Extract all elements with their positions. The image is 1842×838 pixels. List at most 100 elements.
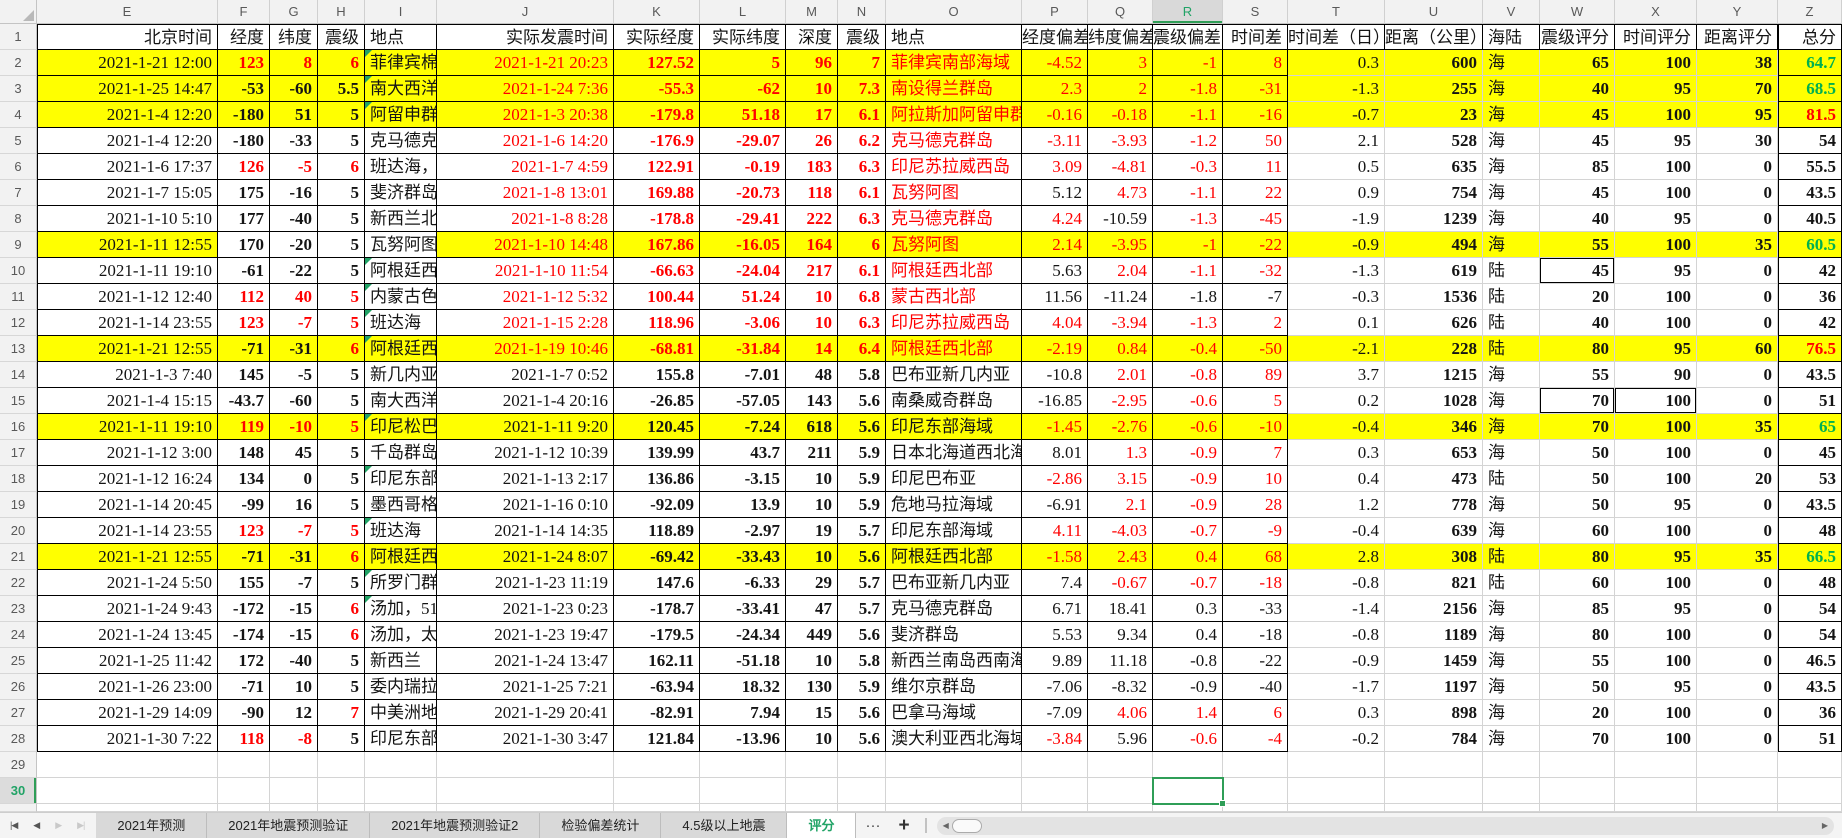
cell-Q21[interactable]: 2.43 — [1088, 544, 1153, 570]
cell-S17[interactable]: 7 — [1223, 440, 1288, 466]
cell-Z2[interactable]: 64.7 — [1778, 50, 1842, 76]
cell-V10[interactable]: 陆 — [1483, 258, 1540, 284]
cell-O31[interactable] — [886, 804, 1022, 812]
cell-F31[interactable] — [218, 804, 270, 812]
cell-V22[interactable]: 陆 — [1483, 570, 1540, 596]
cell-K26[interactable]: -63.94 — [614, 674, 700, 700]
cell-O23[interactable]: 克马德克群岛 — [886, 596, 1022, 622]
cell-E7[interactable]: 2021-1-7 15:05 — [37, 180, 218, 206]
cell-Q5[interactable]: -3.93 — [1088, 128, 1153, 154]
cell-V16[interactable]: 海 — [1483, 414, 1540, 440]
cell-T24[interactable]: -0.8 — [1288, 622, 1385, 648]
cell-U21[interactable]: 308 — [1385, 544, 1483, 570]
cell-K15[interactable]: -26.85 — [614, 388, 700, 414]
col-header-P[interactable]: P — [1022, 0, 1088, 24]
cell-F4[interactable]: -180 — [218, 102, 270, 128]
cell-U25[interactable]: 1459 — [1385, 648, 1483, 674]
cell-L12[interactable]: -3.06 — [700, 310, 786, 336]
cell-Q10[interactable]: 2.04 — [1088, 258, 1153, 284]
cell-P3[interactable]: 2.3 — [1022, 76, 1088, 102]
cell-Z5[interactable]: 54 — [1778, 128, 1842, 154]
cell-E22[interactable]: 2021-1-24 5:50 — [37, 570, 218, 596]
cell-N15[interactable]: 5.6 — [838, 388, 886, 414]
cell-O22[interactable]: 巴布亚新几内亚 — [886, 570, 1022, 596]
cell-X4[interactable]: 100 — [1615, 102, 1697, 128]
cell-K10[interactable]: -66.63 — [614, 258, 700, 284]
cell-Q22[interactable]: -0.67 — [1088, 570, 1153, 596]
row-header-7[interactable]: 7 — [0, 180, 37, 206]
row-header-17[interactable]: 17 — [0, 440, 37, 466]
cell-U27[interactable]: 898 — [1385, 700, 1483, 726]
cell-F2[interactable]: 123 — [218, 50, 270, 76]
cell-M14[interactable]: 48 — [786, 362, 838, 388]
cell-K3[interactable]: -55.3 — [614, 76, 700, 102]
cell-V25[interactable]: 海 — [1483, 648, 1540, 674]
cell-G1[interactable]: 纬度 — [270, 24, 318, 50]
cell-T1[interactable]: 时间差（日） — [1288, 24, 1385, 50]
cell-X25[interactable]: 100 — [1615, 648, 1697, 674]
cell-P29[interactable] — [1022, 752, 1088, 778]
cell-N1[interactable]: 震级 — [838, 24, 886, 50]
cell-S27[interactable]: 6 — [1223, 700, 1288, 726]
cell-I31[interactable] — [365, 804, 437, 812]
cell-V1[interactable]: 海陆 — [1483, 24, 1540, 50]
cell-G23[interactable]: -15 — [270, 596, 318, 622]
cell-Q23[interactable]: 18.41 — [1088, 596, 1153, 622]
cell-Y28[interactable]: 0 — [1697, 726, 1778, 752]
cell-Z24[interactable]: 54 — [1778, 622, 1842, 648]
cell-X27[interactable]: 100 — [1615, 700, 1697, 726]
cell-Z19[interactable]: 43.5 — [1778, 492, 1842, 518]
col-header-Z[interactable]: Z — [1778, 0, 1842, 24]
cell-F9[interactable]: 170 — [218, 232, 270, 258]
cell-P7[interactable]: 5.12 — [1022, 180, 1088, 206]
cell-M10[interactable]: 217 — [786, 258, 838, 284]
cell-U22[interactable]: 821 — [1385, 570, 1483, 596]
cell-F19[interactable]: -99 — [218, 492, 270, 518]
cell-G22[interactable]: -7 — [270, 570, 318, 596]
cell-G18[interactable]: 0 — [270, 466, 318, 492]
cell-R15[interactable]: -0.6 — [1153, 388, 1223, 414]
cell-N14[interactable]: 5.8 — [838, 362, 886, 388]
cell-S26[interactable]: -40 — [1223, 674, 1288, 700]
cell-W17[interactable]: 50 — [1540, 440, 1615, 466]
cell-S14[interactable]: 89 — [1223, 362, 1288, 388]
cell-F26[interactable]: -71 — [218, 674, 270, 700]
cell-S22[interactable]: -18 — [1223, 570, 1288, 596]
cell-X31[interactable] — [1615, 804, 1697, 812]
cell-Y22[interactable]: 0 — [1697, 570, 1778, 596]
cell-L21[interactable]: -33.43 — [700, 544, 786, 570]
cell-Z6[interactable]: 55.5 — [1778, 154, 1842, 180]
cell-W9[interactable]: 55 — [1540, 232, 1615, 258]
row-header-12[interactable]: 12 — [0, 310, 37, 336]
cell-H24[interactable]: 6 — [318, 622, 365, 648]
cell-I27[interactable]: 中美洲地 — [365, 700, 437, 726]
cell-W14[interactable]: 55 — [1540, 362, 1615, 388]
cell-P15[interactable]: -16.85 — [1022, 388, 1088, 414]
cell-I25[interactable]: 新西兰 — [365, 648, 437, 674]
cell-M9[interactable]: 164 — [786, 232, 838, 258]
cell-U20[interactable]: 639 — [1385, 518, 1483, 544]
cell-I29[interactable] — [365, 752, 437, 778]
cell-I7[interactable]: 斐济群岛 — [365, 180, 437, 206]
cell-O16[interactable]: 印尼东部海域 — [886, 414, 1022, 440]
cell-X30[interactable] — [1615, 778, 1697, 804]
cell-T27[interactable]: 0.3 — [1288, 700, 1385, 726]
cell-R19[interactable]: -0.9 — [1153, 492, 1223, 518]
cell-Y15[interactable]: 0 — [1697, 388, 1778, 414]
row-header-21[interactable]: 21 — [0, 544, 37, 570]
cell-J4[interactable]: 2021-1-3 20:38 — [437, 102, 614, 128]
cell-X22[interactable]: 100 — [1615, 570, 1697, 596]
cell-G6[interactable]: -5 — [270, 154, 318, 180]
cell-H3[interactable]: 5.5 — [318, 76, 365, 102]
cell-Z7[interactable]: 43.5 — [1778, 180, 1842, 206]
cell-W11[interactable]: 20 — [1540, 284, 1615, 310]
cell-N10[interactable]: 6.1 — [838, 258, 886, 284]
cell-T3[interactable]: -1.3 — [1288, 76, 1385, 102]
cell-M2[interactable]: 96 — [786, 50, 838, 76]
cell-K18[interactable]: 136.86 — [614, 466, 700, 492]
cell-V21[interactable]: 陆 — [1483, 544, 1540, 570]
cell-Z16[interactable]: 65 — [1778, 414, 1842, 440]
cell-Q20[interactable]: -4.03 — [1088, 518, 1153, 544]
cell-X23[interactable]: 95 — [1615, 596, 1697, 622]
cell-V3[interactable]: 海 — [1483, 76, 1540, 102]
